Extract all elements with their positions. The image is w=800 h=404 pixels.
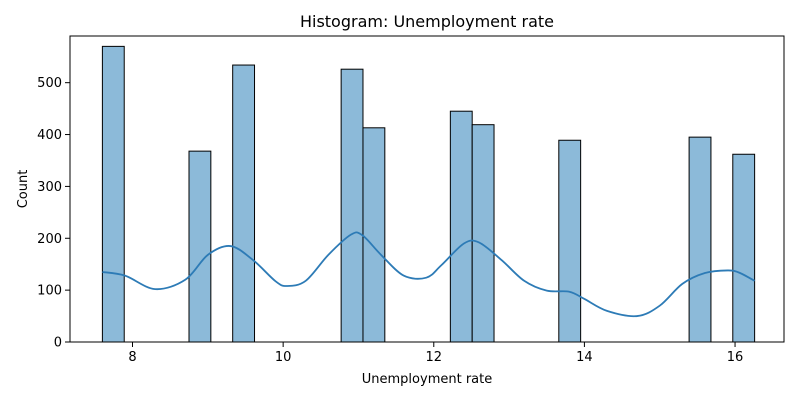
histogram-bar-8 — [558, 139, 582, 343]
histogram-bar-5 — [362, 127, 386, 343]
histogram-bar-1 — [101, 45, 125, 343]
histogram-bar-6 — [449, 110, 473, 343]
y-tick-label: 200 — [37, 232, 62, 247]
histogram-bar-3 — [232, 64, 256, 343]
x-tick-label: 16 — [727, 350, 744, 365]
y-tick-label: 300 — [37, 180, 62, 195]
plot-frame — [69, 35, 785, 343]
histogram-bar-4 — [340, 68, 364, 343]
histogram-bar-2 — [188, 150, 212, 343]
y-axis-label: Count — [16, 170, 31, 209]
y-axis: 0 100 200 300 400 500 — [37, 76, 70, 351]
y-tick-label: 0 — [54, 336, 62, 351]
kde-curve — [102, 231, 756, 318]
histogram-bar-10 — [732, 153, 756, 343]
histogram-bar-9 — [688, 136, 712, 343]
x-tick-label: 8 — [128, 350, 136, 365]
x-tick-label: 14 — [576, 350, 593, 365]
y-tick-label: 100 — [37, 284, 62, 299]
chart-title: Histogram: Unemployment rate — [300, 12, 554, 31]
x-axis-label: Unemployment rate — [362, 372, 492, 387]
y-tick-label: 500 — [37, 76, 62, 91]
histogram-bar-7 — [471, 124, 495, 343]
x-tick-label: 10 — [275, 350, 292, 365]
bars-layer — [101, 45, 756, 343]
x-axis: 8 10 12 14 16 — [128, 342, 743, 365]
kde-layer — [102, 231, 756, 318]
y-tick-label: 400 — [37, 128, 62, 143]
x-tick-label: 12 — [426, 350, 443, 365]
